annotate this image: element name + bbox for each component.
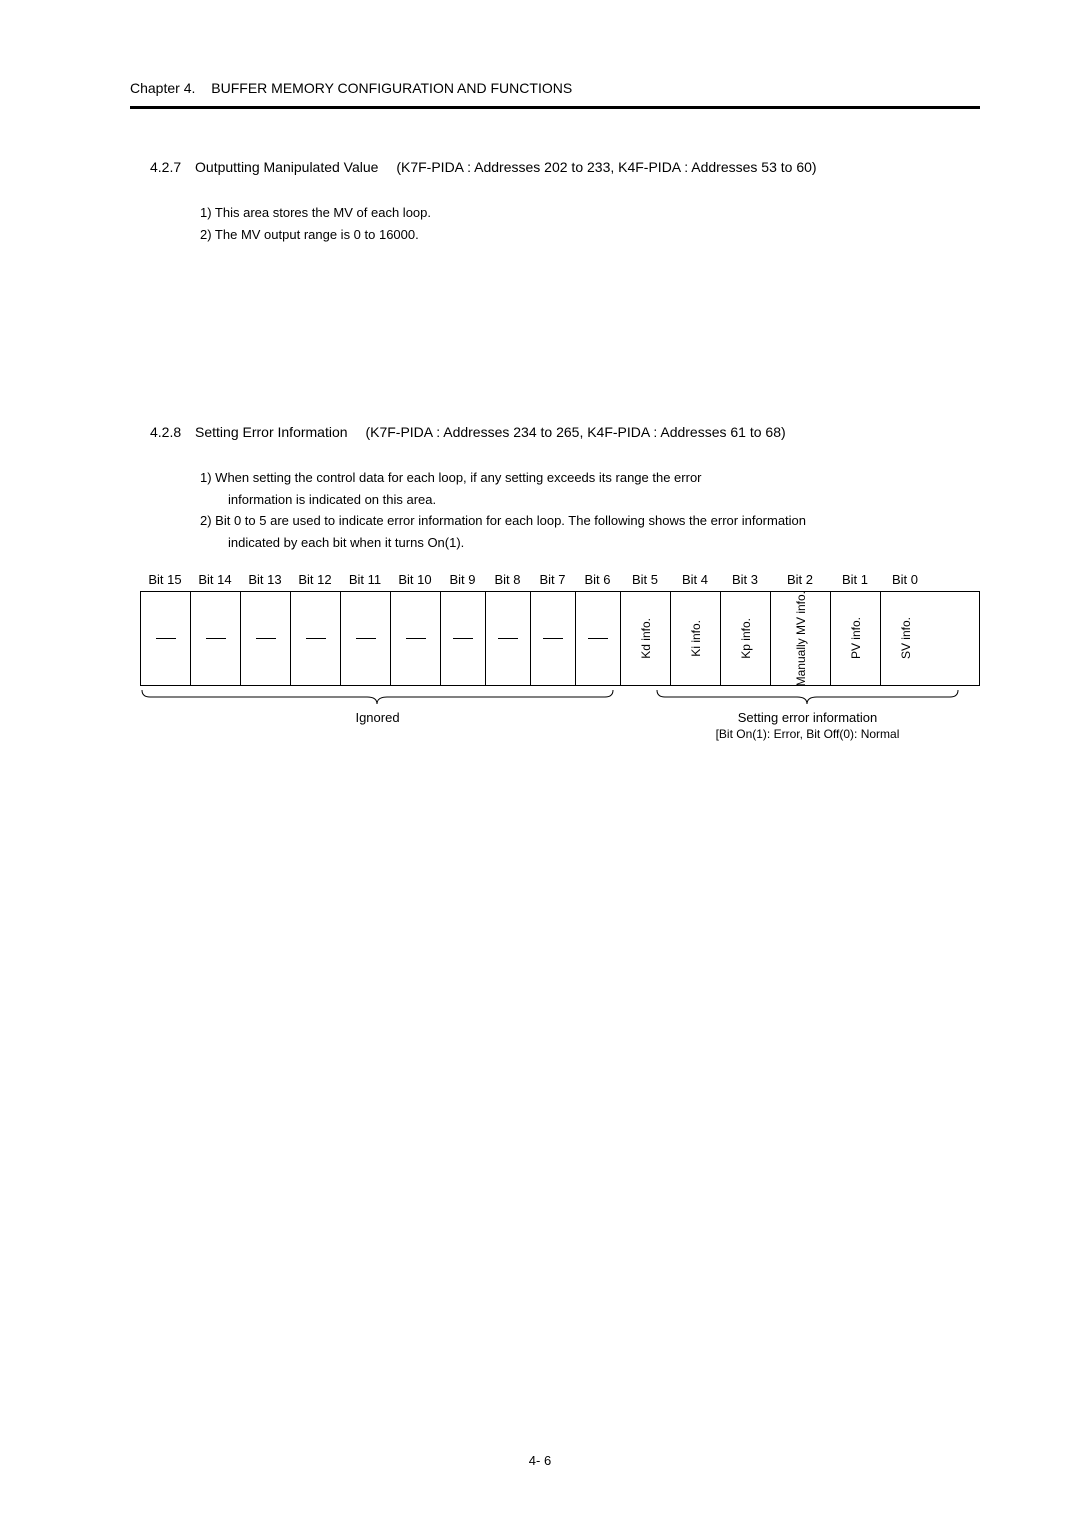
section-body: 1) When setting the control data for eac… [200,468,980,552]
bit-header: Bit 10 [390,572,440,587]
bit-cell: Kp info. [721,592,771,685]
bit-cell [391,592,441,685]
dash-icon [543,638,563,639]
bit-header: Bit 3 [720,572,770,587]
labels-row: Ignored Setting error information [Bit O… [140,710,980,741]
bit-label: Kp info. [739,618,753,659]
label-ignored: Ignored [140,710,615,741]
label-error-sub: [Bit On(1): Error, Bit Off(0): Normal [655,727,960,741]
bit-cell [141,592,191,685]
bit-header: Bit 5 [620,572,670,587]
section-addresses: (K7F-PIDA : Addresses 202 to 233, K4F-PI… [396,159,816,175]
bit-cell [441,592,486,685]
bit-cell: Ki info. [671,592,721,685]
bit-cell [486,592,531,685]
bit-label: PV info. [849,617,863,659]
bit-header: Bit 6 [575,572,620,587]
chapter-number: Chapter 4. [130,80,195,96]
brace-left [140,688,615,706]
dash-icon [256,638,276,639]
dash-icon [206,638,226,639]
bit-cell [241,592,291,685]
bit-label: Kd info. [639,618,653,659]
body-line: 1) This area stores the MV of each loop. [200,203,980,223]
dash-icon [306,638,326,639]
bit-header: Bit 2 [770,572,830,587]
label-error-info: Setting error information [Bit On(1): Er… [655,710,960,741]
dash-icon [453,638,473,639]
braces-row [140,688,980,706]
bit-table: Bit 15Bit 14Bit 13Bit 12Bit 11Bit 10Bit … [140,572,980,741]
bit-header: Bit 11 [340,572,390,587]
bit-header: Bit 14 [190,572,240,587]
section-number: 4.2.7 [150,159,181,175]
section-heading: 4.2.7 Outputting Manipulated Value (K7F-… [150,159,980,175]
dash-icon [156,638,176,639]
dash-icon [356,638,376,639]
bit-cell [341,592,391,685]
dash-icon [406,638,426,639]
section-428: 4.2.8 Setting Error Information (K7F-PID… [130,424,980,741]
body-line: information is indicated on this area. [228,490,980,510]
bit-cell [576,592,621,685]
bit-cell [291,592,341,685]
section-title: Outputting Manipulated Value [195,159,378,175]
page-content: Chapter 4. BUFFER MEMORY CONFIGURATION A… [0,0,1080,841]
body-line: 1) When setting the control data for eac… [200,468,980,488]
bit-header: Bit 12 [290,572,340,587]
bit-cell: Kd info. [621,592,671,685]
bit-cell [531,592,576,685]
body-line: indicated by each bit when it turns On(1… [228,533,980,553]
bit-header: Bit 15 [140,572,190,587]
bit-cell [191,592,241,685]
bit-header: Bit 0 [880,572,930,587]
bit-cell: Manually MV info. [771,592,831,685]
bit-cell: SV info. [881,592,931,685]
bit-header: Bit 8 [485,572,530,587]
bit-header: Bit 4 [670,572,720,587]
section-title: Setting Error Information [195,424,348,440]
bit-header: Bit 1 [830,572,880,587]
dash-icon [498,638,518,639]
section-number: 4.2.8 [150,424,181,440]
bit-header: Bit 7 [530,572,575,587]
body-line: 2) The MV output range is 0 to 16000. [200,225,980,245]
section-heading: 4.2.8 Setting Error Information (K7F-PID… [150,424,980,440]
label-error-title: Setting error information [655,710,960,725]
bit-headers-row: Bit 15Bit 14Bit 13Bit 12Bit 11Bit 10Bit … [140,572,980,587]
body-line: 2) Bit 0 to 5 are used to indicate error… [200,511,980,531]
chapter-header: Chapter 4. BUFFER MEMORY CONFIGURATION A… [130,80,980,109]
brace-right [655,688,960,706]
page-number: 4- 6 [0,1453,1080,1468]
bit-label: Ki info. [689,620,703,657]
bit-label: Manually MV info. [794,591,808,686]
section-addresses: (K7F-PIDA : Addresses 234 to 265, K4F-PI… [365,424,785,440]
bit-cells-row: Kd info. Ki info. Kp info. Manually MV info… [140,591,980,686]
section-body: 1) This area stores the MV of each loop.… [200,203,980,244]
bit-label: SV info. [899,617,913,659]
chapter-title: BUFFER MEMORY CONFIGURATION AND FUNCTION… [211,80,572,96]
dash-icon [588,638,608,639]
bit-header: Bit 13 [240,572,290,587]
bit-header: Bit 9 [440,572,485,587]
section-427: 4.2.7 Outputting Manipulated Value (K7F-… [130,159,980,244]
bit-cell: PV info. [831,592,881,685]
